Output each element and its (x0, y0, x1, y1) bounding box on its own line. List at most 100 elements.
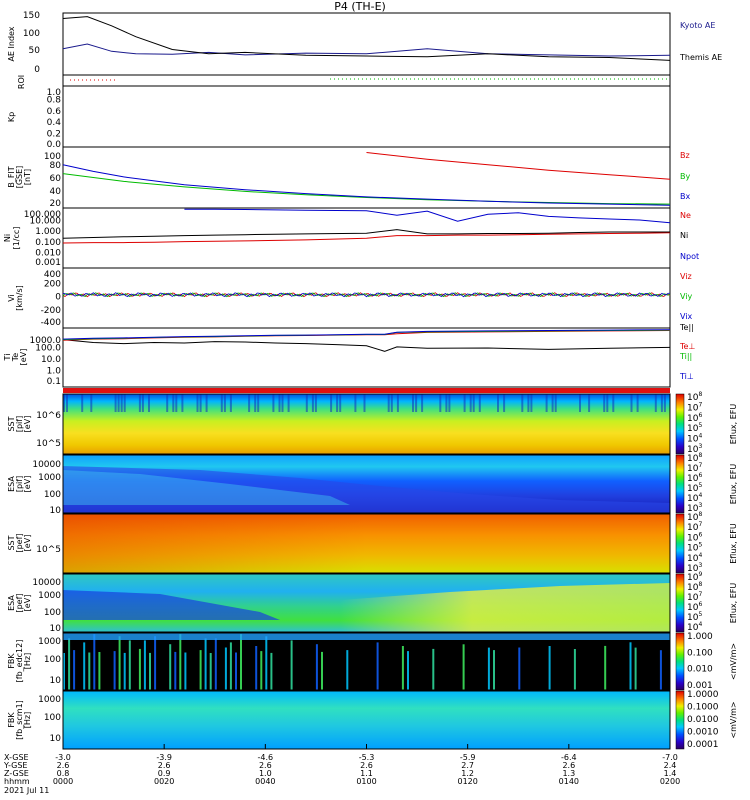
esa-electron-panel: 10000 1000 100 10 ESA [pef] [eV] (7, 573, 671, 634)
series-kyoto-ae-line (62, 43, 671, 57)
colorbar-tick: 1.000 (687, 632, 713, 642)
fbk-e-stripe (138, 648, 141, 690)
legend-ni: Ni (680, 231, 688, 240)
vi-series-group (62, 292, 671, 298)
vi-ytick: -400 (41, 318, 62, 328)
esa-ion-plume (63, 470, 350, 505)
fbk-e-stripe (154, 636, 157, 690)
sst-ion-stripe (63, 394, 65, 412)
sst-ion-stripe (636, 394, 639, 412)
footer-y-gse: 2.6 (259, 761, 272, 770)
sst-ion-ytick: 10^6 (36, 411, 61, 421)
fbk-b-ylabel: FBK (7, 712, 16, 728)
footer-y-gse: 2.7 (461, 761, 474, 770)
sst-ion-ytick: 10^5 (36, 439, 61, 449)
legend-themis-ae: Themis AE (679, 53, 722, 62)
sst-ion-stripe (311, 394, 314, 412)
sst-ion-stripe (199, 394, 202, 412)
footer-y-gse: 2.6 (360, 761, 373, 770)
footer-y-gse: 2.6 (158, 761, 171, 770)
sst-ion-stripe (354, 394, 357, 412)
vi-ytick: 0 (55, 293, 61, 303)
bfit-ytick: 60 (50, 174, 62, 184)
sst-ion-stripe (521, 394, 524, 412)
fbk-e-stripe (629, 642, 632, 690)
sst-ion-stripe (330, 394, 333, 412)
fbk-e-stripe (113, 651, 116, 690)
sst-ion-stripe (396, 394, 399, 412)
legend-vix: Vix (680, 312, 693, 321)
fbk-e-stripe (204, 638, 207, 690)
colorbar-tick: 0.100 (687, 648, 713, 658)
sst-electron-product: [pef] (15, 533, 24, 552)
ti-ytick: 1.0 (47, 367, 62, 377)
sst-ion-stripe (287, 394, 290, 412)
colorbar-tick: 103 (687, 562, 702, 574)
bfit-unit: [nT] (23, 169, 32, 185)
fbk-e-stripe (240, 634, 242, 690)
footer-time: 0040 (255, 777, 275, 786)
esa-ion-frame (62, 454, 671, 514)
sst-ion-stripe (415, 394, 418, 412)
bfit-series-group (62, 152, 671, 206)
roi-frame (62, 74, 671, 87)
colorbar (675, 632, 685, 691)
sst-ion-stripe (603, 394, 606, 412)
mode-bar (63, 388, 670, 393)
bfit-frame (62, 146, 671, 209)
footer-x-gse: -5.9 (460, 753, 476, 762)
sst-ion-stripe (339, 394, 342, 412)
ti-frame (62, 327, 671, 388)
series-viy-line (62, 292, 671, 298)
sst-ion-stripe (172, 394, 175, 412)
bfit-frame-label: [GSE] (15, 166, 24, 189)
fbk-e-stripe (290, 640, 293, 690)
esa-ion-unit: [eV] (23, 476, 32, 493)
sst-ion-stripe (196, 394, 199, 412)
sst-ion-stripe (363, 394, 366, 412)
fbk-b-panel: 1000 100 10 FBK [fb_scm1] [Hz] (7, 690, 671, 750)
esa-electron-frame (62, 573, 671, 633)
colorbar-tick: 106 (687, 601, 702, 613)
sst-ion-stripe (181, 394, 184, 412)
fbk-e-stripe (235, 652, 237, 690)
footer-label-time: hhmm (4, 777, 30, 786)
colorbar-tick: 0.1000 (687, 703, 719, 713)
fbk-e-stripe (184, 652, 187, 690)
colorbar-tick: 109 (687, 571, 702, 583)
colorbar (675, 573, 685, 633)
sst-ion-stripe (654, 394, 657, 412)
ni-ytick: 100.000 (24, 210, 61, 220)
colorbar-tick: 0.0010 (687, 728, 719, 738)
sst-ion-stripe (117, 394, 120, 412)
fbk-e-stripe (123, 652, 126, 690)
sst-ion-stripe (497, 394, 499, 412)
colorbar-tick: 107 (687, 462, 702, 474)
colorbar-tick: 104 (687, 621, 702, 633)
esa-ion-panel: 10000 1000 100 10 ESA [pif] [eV] (7, 454, 671, 516)
sst-ion-stripe (257, 394, 260, 412)
ae-ytick: 0 (34, 65, 40, 75)
esa-electron-ytick: 100 (44, 608, 61, 618)
series-te--line (62, 330, 671, 341)
fbk-e-stripe (604, 645, 607, 690)
legend-viy: Viy (680, 292, 693, 301)
fbk-e-spectrogram (63, 633, 670, 690)
sst-ion-stripe (387, 394, 390, 412)
footer-x-gse: -3.0 (55, 753, 71, 762)
fbk-e-frame (62, 632, 671, 691)
orbit-footer: X-GSE Y-GSE Z-GSE hhmm 2021 Jul 11 -3.02… (3, 744, 680, 795)
sst-electron-unit: [eV] (23, 535, 32, 552)
footer-z-gse: 1.0 (259, 769, 272, 778)
sst-electron-ytick: 10^5 (36, 545, 61, 555)
kp-ytick: 0.6 (47, 107, 62, 117)
fbk-e-product: [fb_edc12] (15, 640, 24, 683)
footer-z-gse: 1.1 (360, 769, 373, 778)
sst-ion-stripe (445, 394, 448, 412)
fbk-e-stripe (174, 651, 177, 690)
plot-title: P4 (TH-E) (334, 0, 386, 13)
sst-ion-stripe (503, 394, 506, 412)
sst-ion-stripe (469, 394, 472, 412)
